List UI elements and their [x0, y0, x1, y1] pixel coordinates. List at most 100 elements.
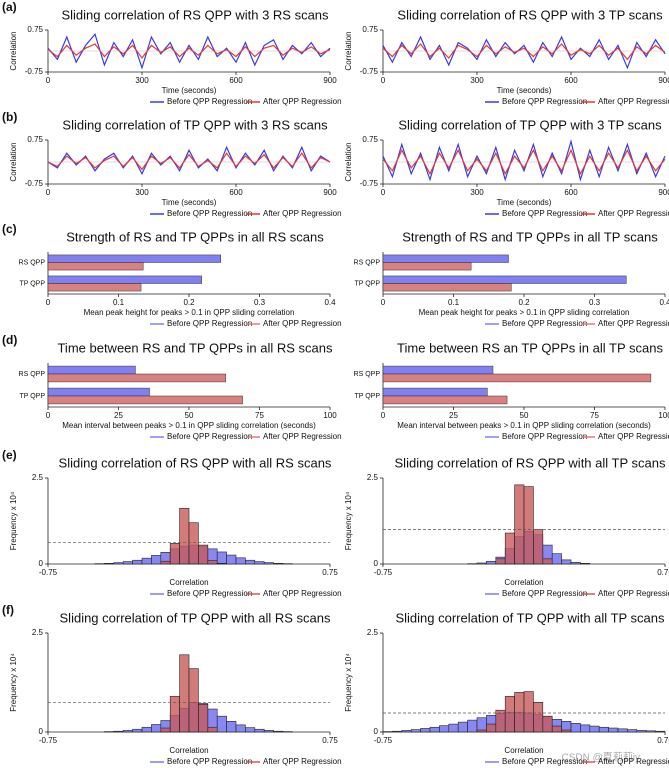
- histogram-bar: [495, 709, 506, 733]
- x-tick-label: 0: [381, 411, 386, 420]
- series-line: [47, 43, 331, 60]
- x-tick-label: 0.1: [113, 298, 125, 307]
- histogram-bar: [216, 715, 227, 733]
- series-line: [382, 139, 666, 182]
- chart-title: Time between RS and TP QPPs in all RS sc…: [57, 340, 333, 355]
- histogram-bar: [235, 724, 246, 733]
- histogram-bar: [226, 554, 237, 565]
- legend-label: Before QPP Regression: [167, 432, 252, 441]
- legend-label: After QPP Regression: [263, 589, 342, 598]
- histogram-bar: [561, 559, 572, 565]
- y-tick-label: 2.5: [367, 628, 379, 637]
- bar: [47, 365, 136, 375]
- y-tick-label: -0.75: [360, 179, 379, 188]
- histogram-bar: [207, 726, 218, 733]
- histogram-bar: [207, 560, 218, 565]
- bar: [382, 373, 652, 383]
- bar: [382, 395, 508, 405]
- legend-label: After QPP Regression: [263, 319, 342, 328]
- histogram-bar: [533, 701, 544, 733]
- x-tick-label: 25: [114, 411, 123, 420]
- histogram-bar: [401, 730, 412, 733]
- histogram-bar: [160, 560, 171, 565]
- x-tick-label: 0: [46, 188, 51, 197]
- category-label: TP QPP: [354, 393, 380, 400]
- histogram-bar: [495, 558, 506, 565]
- x-tick-label: 0.2: [183, 298, 195, 307]
- histogram-bar: [533, 529, 544, 565]
- bar: [47, 262, 144, 271]
- y-tick-label: 2.5: [32, 628, 44, 637]
- y-axis-label: Correlation: [344, 142, 353, 181]
- histogram-bar: [245, 559, 256, 565]
- x-tick-label: 0.1: [448, 298, 460, 307]
- x-axis-label: Correlation: [169, 746, 208, 755]
- category-label: RS QPP: [19, 371, 46, 378]
- y-tick-label: -0.75: [25, 179, 44, 188]
- category-label: RS QPP: [19, 259, 46, 266]
- x-tick-label: 0.3: [254, 298, 266, 307]
- histogram-bar: [179, 507, 190, 565]
- x-tick-label: -0.75: [39, 736, 58, 745]
- y-axis-label: Frequency x 10⁴: [9, 653, 18, 712]
- x-axis-label: Mean peak height for peaks > 0.1 in QPP …: [419, 308, 630, 317]
- x-tick-label: 0.4: [324, 298, 336, 307]
- histogram-bar: [551, 725, 562, 733]
- panel-label: (d): [2, 333, 17, 347]
- legend-label: Before QPP Regression: [167, 589, 252, 598]
- x-axis-label: Time (seconds): [497, 86, 552, 95]
- panel-label: (f): [2, 603, 14, 617]
- x-axis-label: Time (seconds): [162, 86, 217, 95]
- histogram-bar: [410, 729, 421, 733]
- x-tick-label: 600: [564, 76, 578, 85]
- x-tick-label: 0: [46, 411, 51, 420]
- histogram-bar: [504, 532, 515, 565]
- legend-label: After QPP Regression: [598, 432, 669, 441]
- x-tick-label: 900: [323, 188, 337, 197]
- histogram-bar: [122, 561, 133, 565]
- x-tick-label: 600: [229, 188, 243, 197]
- category-label: RS QPP: [354, 371, 381, 378]
- y-tick-label: 0.75: [362, 25, 378, 34]
- histogram-bar: [580, 563, 591, 565]
- series-line: [382, 35, 666, 70]
- bar: [382, 275, 627, 284]
- histogram-bar: [645, 730, 656, 733]
- histogram-bar: [476, 729, 487, 733]
- x-tick-label: 0.75: [657, 568, 669, 577]
- histogram-bar: [188, 668, 199, 733]
- bar: [47, 387, 150, 397]
- histogram-bar: [104, 563, 115, 565]
- chart-title: Sliding correlation of RS QPP with all T…: [395, 455, 666, 470]
- histogram-bar: [245, 727, 256, 733]
- histogram-bar: [216, 551, 227, 565]
- legend-label: Before QPP Regression: [502, 319, 587, 328]
- x-tick-label: 300: [135, 76, 149, 85]
- histogram-bar: [188, 522, 199, 565]
- histogram-bar: [216, 563, 227, 565]
- histogram-bar: [504, 696, 515, 733]
- bar: [47, 275, 202, 284]
- histogram-bar: [486, 723, 497, 733]
- y-tick-label: 0: [374, 727, 379, 736]
- y-axis-label: Correlation: [344, 31, 353, 70]
- chart-title: Sliding correlation of TP QPP with 3 RS …: [62, 117, 328, 132]
- histogram-bar: [429, 726, 440, 733]
- histogram-bar: [655, 730, 666, 733]
- x-tick-label: 0: [46, 76, 51, 85]
- legend-label: After QPP Regression: [598, 209, 669, 218]
- histogram-bar: [514, 692, 525, 733]
- histogram-bar: [448, 723, 459, 733]
- legend-label: Before QPP Regression: [167, 209, 252, 218]
- histogram-bar: [254, 728, 265, 733]
- histogram-bar: [627, 729, 638, 733]
- histogram-bar: [514, 484, 525, 565]
- histogram-bar: [132, 559, 143, 565]
- histogram-bar: [113, 562, 124, 565]
- x-tick-label: 0.75: [657, 736, 669, 745]
- y-tick-label: 0.75: [362, 135, 378, 144]
- histogram-bar: [608, 727, 619, 733]
- x-tick-label: 75: [255, 411, 264, 420]
- x-tick-label: 75: [590, 411, 599, 420]
